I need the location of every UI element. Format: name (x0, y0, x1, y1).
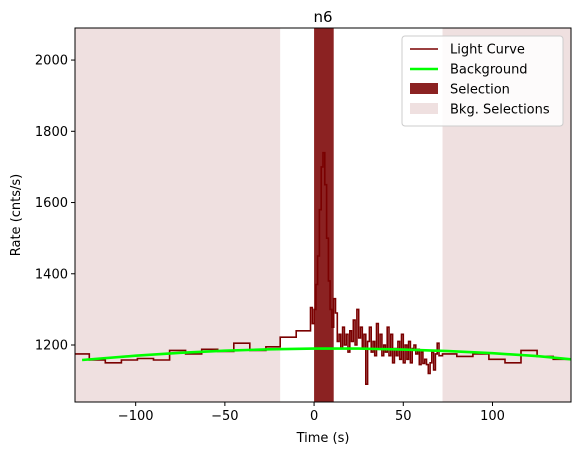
y-tick-label: 1600 (35, 196, 68, 211)
legend-swatch-selection (410, 83, 438, 94)
x-tick-label: −50 (211, 409, 238, 424)
legend-label-background: Background (450, 63, 528, 78)
x-tick-label: 50 (395, 409, 412, 424)
x-tick-label: 0 (310, 409, 318, 424)
legend-swatch-bkg_selection (410, 103, 438, 114)
x-tick-label: −100 (118, 409, 154, 424)
legend-label-bkg_selection: Bkg. Selections (450, 103, 550, 118)
light-curve-line (75, 151, 571, 385)
legend-box (401, 35, 564, 127)
x-axis-title: Time (s) (296, 431, 350, 446)
legend-label-selection: Selection (450, 83, 510, 98)
background-series (81, 347, 572, 362)
y-tick-label: 1800 (35, 125, 68, 140)
bkg-selection-region-0 (75, 28, 281, 402)
legend: Light Curve Background Selection Bkg. Selec… (401, 35, 564, 127)
light-curve-series (75, 151, 571, 385)
y-tick-label: 1200 (35, 339, 68, 354)
y-tick-label: 1400 (35, 267, 68, 282)
selection-region-rect (314, 28, 334, 402)
x-axis-ticks: −100 −50 0 50 100 (118, 402, 505, 424)
selection-region (314, 28, 334, 402)
y-axis-title: Rate (cnts/s) (9, 174, 24, 257)
x-tick-label: 100 (480, 409, 505, 424)
legend-label-light_curve: Light Curve (450, 43, 525, 58)
background-line (81, 347, 572, 362)
chart-title: n6 (313, 8, 332, 26)
plot-frame (74, 27, 572, 403)
y-axis-ticks: 1200 1400 1600 1800 2000 (35, 54, 75, 354)
y-tick-label: 2000 (35, 54, 68, 69)
